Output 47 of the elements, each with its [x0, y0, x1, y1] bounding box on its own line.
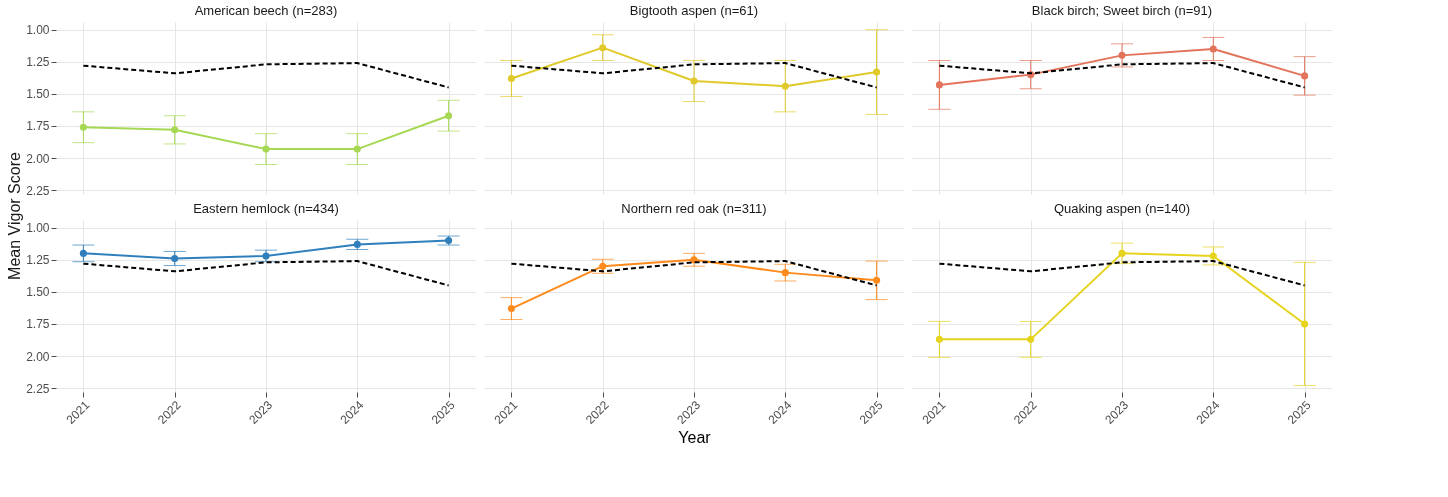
y-tick-label: 2.25	[26, 183, 50, 198]
chart-title: American beech (n=283)	[194, 3, 338, 18]
y-tick-label: 1.75	[26, 317, 50, 332]
y-tick-label: 1.50	[26, 285, 50, 300]
x-axis-title: Year	[678, 429, 712, 447]
y-tick-label: 1.00	[26, 23, 50, 38]
line-series	[82, 62, 450, 89]
point	[171, 254, 179, 263]
y-tick-label: 1.00	[26, 221, 50, 236]
point	[935, 81, 943, 89]
point	[1209, 252, 1217, 260]
point	[781, 82, 789, 90]
point	[262, 145, 270, 153]
point	[781, 269, 789, 277]
point	[79, 249, 87, 257]
chart-title: Bigtooth aspen (n=61)	[629, 3, 759, 18]
point	[873, 68, 881, 76]
chart-title: Quaking aspen (n=140)	[1053, 201, 1191, 216]
y-tick-label: 1.25	[26, 55, 50, 70]
chart-title: Eastern hemlock (n=434)	[193, 201, 339, 216]
point	[873, 276, 881, 284]
point	[1118, 51, 1126, 59]
point	[690, 77, 698, 85]
y-tick-label: 2.25	[26, 381, 50, 396]
point	[507, 305, 515, 313]
y-axis-title: Mean Vigor Score	[6, 152, 23, 280]
point	[935, 335, 943, 343]
point	[690, 256, 698, 264]
point	[599, 262, 607, 270]
y-tick-label: 1.50	[26, 87, 50, 102]
point	[1301, 320, 1309, 328]
point	[353, 145, 361, 153]
y-tick-label: 2.00	[26, 349, 50, 364]
point	[1027, 335, 1035, 343]
point	[1301, 72, 1309, 80]
point	[507, 74, 515, 83]
point	[171, 126, 179, 134]
y-tick-label: 1.75	[26, 119, 50, 134]
y-tick-label: 1.25	[26, 253, 50, 268]
chart-title: Northern red oak (n=311)	[621, 201, 767, 216]
point	[1209, 45, 1217, 53]
point	[599, 44, 607, 52]
y-tick-label: 2.00	[26, 151, 50, 166]
point	[79, 123, 87, 131]
point	[445, 112, 453, 120]
point	[1118, 249, 1126, 257]
chart-title: Black birch; Sweet birch (n=91)	[1031, 3, 1213, 18]
